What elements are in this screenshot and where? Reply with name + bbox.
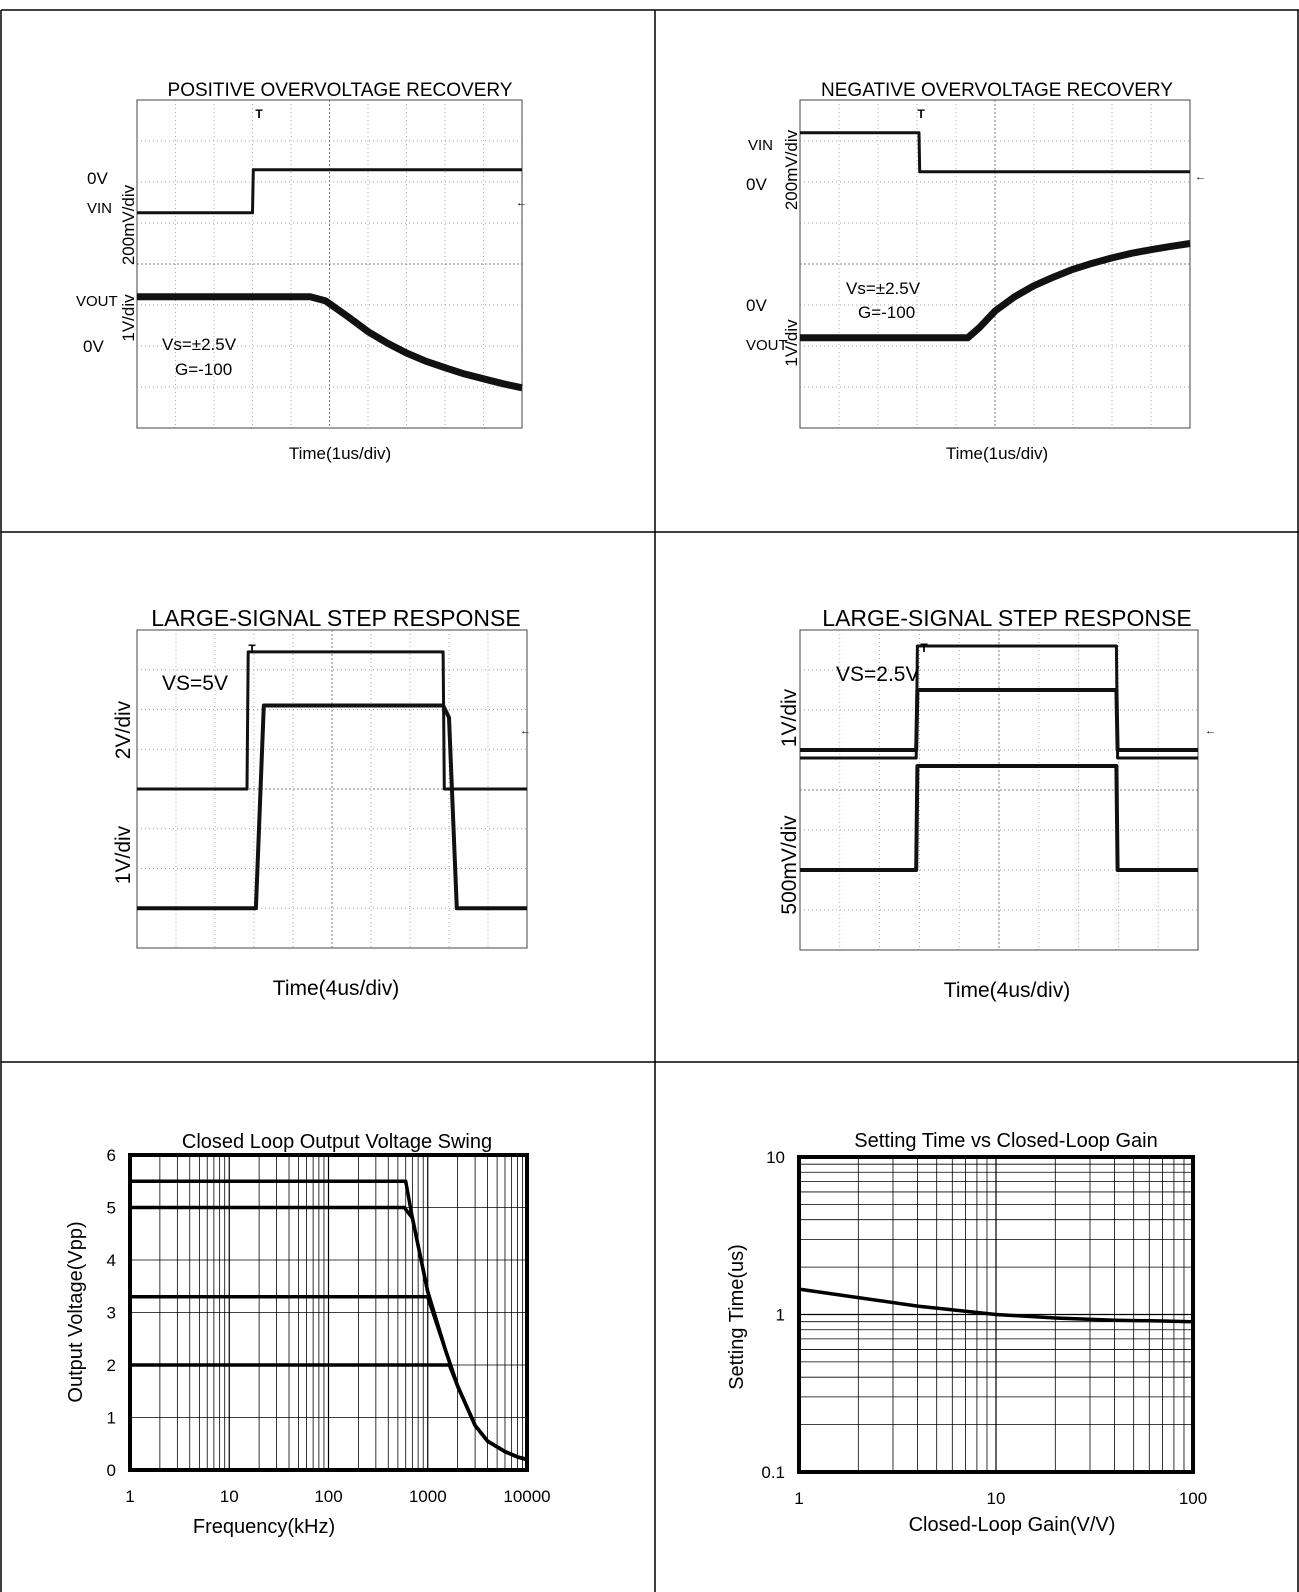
x-tick-label: 10000 bbox=[503, 1487, 550, 1506]
y-tick-label: 10 bbox=[766, 1148, 785, 1167]
x-axis-label: Frequency(kHz) bbox=[193, 1516, 335, 1538]
large-signal-step-5v-chart: LARGE-SIGNAL STEP RESPONSE Time(4us/div)… bbox=[112, 605, 531, 1000]
chart-title: LARGE-SIGNAL STEP RESPONSE bbox=[822, 605, 1191, 631]
trace-vin bbox=[800, 131, 1190, 174]
trace-output bbox=[137, 703, 527, 911]
scope-traces bbox=[137, 650, 527, 911]
vin-ch-label: 200mV/div bbox=[119, 184, 138, 265]
curves bbox=[130, 1179, 528, 1462]
curves bbox=[798, 1287, 1194, 1324]
x-axis-label: Time(4us/div) bbox=[944, 979, 1070, 1002]
y-axis-label: Output Voltage(Vpp) bbox=[65, 1221, 87, 1402]
vout-ch-label: 1V/div bbox=[782, 319, 801, 367]
channel-500mv-label: 500mV/div bbox=[778, 815, 801, 915]
trace-vout bbox=[137, 293, 523, 392]
log-grid bbox=[128, 1153, 529, 1472]
curve bbox=[130, 1363, 528, 1462]
trace-output bbox=[800, 688, 1198, 752]
trace-input bbox=[137, 650, 527, 791]
condition-vs: VS=5V bbox=[162, 672, 228, 695]
scope-traces bbox=[800, 131, 1191, 342]
plot-frame bbox=[128, 1153, 529, 1472]
chart-title: NEGATIVE OVERVOLTAGE RECOVERY bbox=[821, 80, 1173, 101]
x-tick-label: 1 bbox=[125, 1487, 134, 1506]
negative-overvoltage-chart: NEGATIVE OVERVOLTAGE RECOVERY Time(1us/d… bbox=[746, 80, 1206, 463]
trace-output2 bbox=[800, 764, 1198, 872]
trigger-marker: T bbox=[248, 642, 256, 656]
x-tick-label: 10 bbox=[220, 1487, 239, 1506]
x-tick-label: 100 bbox=[314, 1487, 342, 1506]
condition-gain: G=-100 bbox=[175, 360, 232, 379]
plot-frame bbox=[797, 1155, 1195, 1474]
cell-borders bbox=[0, 9, 1299, 1592]
label-0v-top: 0V bbox=[87, 169, 108, 188]
x-tick-label: 100 bbox=[1179, 1489, 1207, 1508]
marker-arrow: ← bbox=[1195, 171, 1206, 183]
curve bbox=[798, 1287, 1194, 1324]
y-tick-label: 1 bbox=[107, 1409, 116, 1428]
chart-title: Closed Loop Output Voltage Swing bbox=[182, 1131, 492, 1153]
y-tick-label: 5 bbox=[107, 1199, 116, 1218]
label-vout: VOUT bbox=[746, 337, 788, 354]
x-tick-label: 1000 bbox=[409, 1487, 447, 1506]
marker-arrow: ← bbox=[516, 197, 527, 209]
y-tick-label: 6 bbox=[107, 1146, 116, 1165]
label-0v-top: 0V bbox=[746, 175, 767, 194]
scope-grid bbox=[136, 99, 523, 429]
x-tick-label: 1 bbox=[794, 1489, 803, 1508]
y-tick-label: 1 bbox=[776, 1306, 785, 1325]
condition-vs: Vs=±2.5V bbox=[162, 335, 237, 354]
tick-labels: 1 10 100 0.1 1 10 bbox=[761, 1148, 1207, 1508]
vin-ch-label: 200mV/div bbox=[782, 129, 801, 210]
condition-vs: Vs=±2.5V bbox=[846, 279, 921, 298]
trace-vin bbox=[137, 168, 522, 215]
trace-vout bbox=[800, 240, 1191, 342]
vout-ch-label: 1V/div bbox=[119, 294, 138, 342]
channel-1v-label: 1V/div bbox=[778, 688, 801, 747]
label-0v-bottom: 0V bbox=[83, 337, 104, 356]
x-axis-label: Time(1us/div) bbox=[946, 444, 1048, 463]
scope-traces bbox=[800, 644, 1198, 872]
scope-grid bbox=[799, 99, 1191, 429]
x-axis-label: Time(1us/div) bbox=[289, 444, 391, 463]
marker-arrow: ← bbox=[520, 725, 531, 737]
chart-title: Setting Time vs Closed-Loop Gain bbox=[854, 1130, 1158, 1152]
chart-title: LARGE-SIGNAL STEP RESPONSE bbox=[151, 605, 520, 631]
condition-gain: G=-100 bbox=[858, 303, 915, 322]
setting-time-vs-gain-chart: 1 10 100 0.1 1 10 Setting Time vs Closed-Loop… bbox=[726, 1130, 1207, 1536]
scope-traces bbox=[137, 168, 523, 392]
positive-overvoltage-chart: POSITIVE OVERVOLTAGE RECOVERY Time(1us/d… bbox=[76, 80, 527, 463]
channel-1v-label: 1V/div bbox=[112, 825, 135, 884]
y-axis-label: Setting Time(us) bbox=[726, 1244, 748, 1390]
y-tick-label: 0 bbox=[107, 1461, 116, 1480]
y-tick-label: 0.1 bbox=[761, 1463, 785, 1482]
y-tick-label: 3 bbox=[107, 1304, 116, 1323]
label-vin: VIN bbox=[748, 137, 773, 154]
large-signal-step-2v5-chart: LARGE-SIGNAL STEP RESPONSE Time(4us/div)… bbox=[778, 605, 1216, 1002]
y-tick-label: 2 bbox=[107, 1356, 116, 1375]
x-axis-label: Closed-Loop Gain(V/V) bbox=[909, 1514, 1116, 1536]
marker-arrow: ← bbox=[1205, 725, 1216, 737]
chart-title: POSITIVE OVERVOLTAGE RECOVERY bbox=[168, 80, 513, 101]
condition-vs: VS=2.5V bbox=[836, 663, 919, 686]
trigger-marker: T bbox=[920, 641, 928, 655]
label-0v-bottom: 0V bbox=[746, 296, 767, 315]
trigger-marker: T bbox=[917, 107, 925, 121]
channel-2v-label: 2V/div bbox=[112, 700, 135, 759]
trace-input bbox=[800, 644, 1198, 760]
label-vout: VOUT bbox=[76, 293, 118, 310]
x-tick-label: 10 bbox=[987, 1489, 1006, 1508]
x-axis-label: Time(4us/div) bbox=[273, 977, 399, 1000]
y-tick-label: 4 bbox=[107, 1251, 116, 1270]
label-vin: VIN bbox=[87, 200, 112, 217]
trigger-marker: T bbox=[255, 107, 263, 121]
